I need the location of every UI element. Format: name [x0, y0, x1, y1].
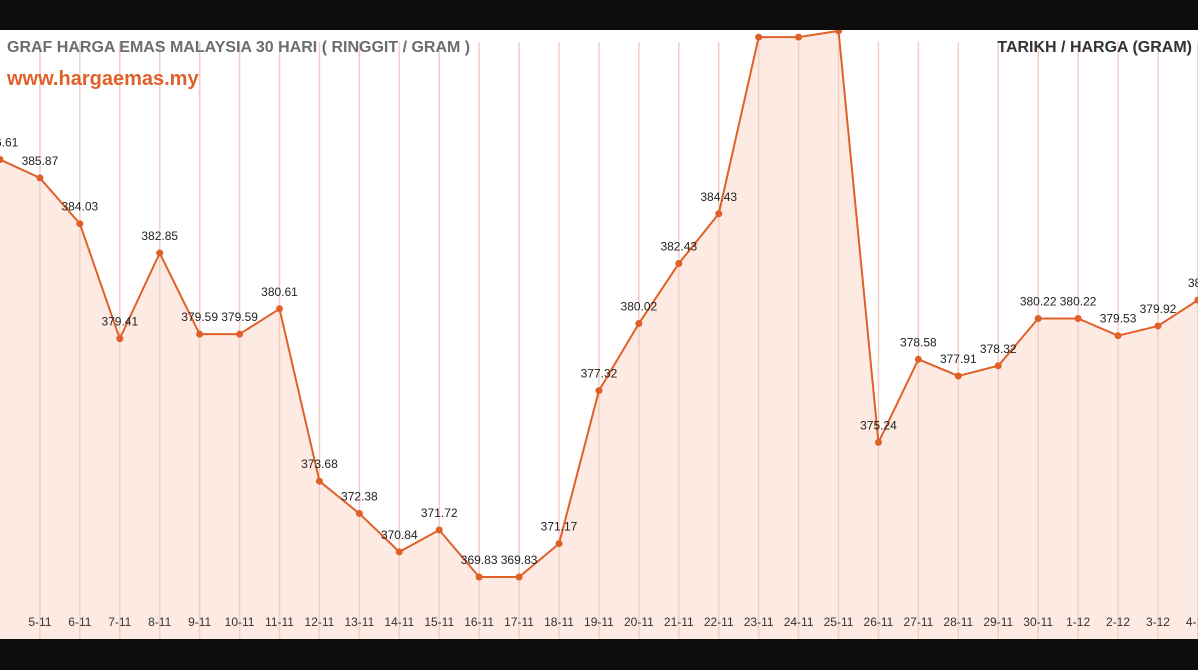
data-label: 380: [1188, 276, 1198, 290]
data-point: [595, 387, 603, 395]
x-tick-label: 2-12: [1106, 615, 1130, 629]
x-tick-label: 14-11: [384, 615, 414, 629]
data-label: 380.22: [1060, 294, 1097, 308]
x-tick-label: 3-12: [1146, 615, 1170, 629]
data-point: [755, 33, 763, 41]
x-tick-label: 8-11: [148, 615, 171, 629]
data-point: [276, 305, 284, 313]
data-label: 380.61: [261, 285, 298, 299]
data-point: [1194, 296, 1198, 304]
data-point: [954, 372, 962, 380]
data-label: 379.92: [1140, 302, 1177, 316]
data-point: [156, 249, 164, 257]
data-label: 369.83: [501, 553, 538, 567]
x-tick-label: 17-11: [504, 615, 534, 629]
data-point: [994, 362, 1002, 370]
data-point: [236, 330, 244, 338]
data-point: [795, 33, 803, 41]
data-label: 386.61: [0, 136, 19, 150]
x-tick-label: 7-11: [108, 615, 131, 629]
x-tick-label: 26-11: [864, 615, 894, 629]
x-tick-label: 20-11: [624, 615, 654, 629]
data-point: [635, 319, 643, 327]
data-point: [355, 510, 363, 518]
data-label: 378.58: [900, 335, 937, 349]
x-tick-label: 27-11: [903, 615, 933, 629]
x-tick-label: 10-11: [225, 615, 255, 629]
data-label: 370.84: [381, 528, 418, 542]
data-point: [1034, 314, 1042, 322]
x-tick-label: 23-11: [744, 615, 774, 629]
data-point: [395, 548, 403, 556]
site-link[interactable]: www.hargaemas.my: [7, 68, 199, 90]
data-point: [0, 156, 4, 164]
data-point: [914, 355, 922, 363]
x-tick-label: 25-11: [824, 615, 854, 629]
data-label: 375.24: [860, 418, 897, 432]
x-tick-label: 28-11: [943, 615, 973, 629]
x-tick-label: 18-11: [544, 615, 574, 629]
data-label: 379.59: [181, 310, 218, 324]
x-tick-label: 5-11: [28, 615, 51, 629]
x-tick-label: 9-11: [188, 615, 211, 629]
data-point: [475, 573, 483, 581]
data-point: [1114, 332, 1122, 340]
data-point: [675, 260, 683, 268]
x-tick-label: 16-11: [464, 615, 494, 629]
data-label: 378.32: [980, 342, 1017, 356]
data-point: [715, 210, 723, 218]
data-point: [874, 438, 882, 446]
data-point: [196, 330, 204, 338]
data-label: 372.38: [341, 490, 378, 504]
x-tick-label: 6-11: [68, 615, 91, 629]
data-label: 385.87: [22, 154, 59, 168]
x-tick-label: 21-11: [664, 615, 694, 629]
data-point: [36, 174, 44, 182]
x-tick-label: 29-11: [983, 615, 1013, 629]
legend-title: TARIKH / HARGA (GRAM): [997, 39, 1192, 56]
chart-title: GRAF HARGA EMAS MALAYSIA 30 HARI ( RINGG…: [7, 39, 471, 56]
area-fill: [0, 30, 1198, 639]
data-label: 377.32: [581, 367, 618, 381]
data-point: [116, 335, 124, 343]
x-tick-label: 22-11: [704, 615, 734, 629]
data-label: 380.22: [1020, 294, 1057, 308]
x-tick-label: 30-11: [1023, 615, 1053, 629]
x-tick-label: 1-12: [1066, 615, 1090, 629]
data-label: 369.83: [461, 553, 498, 567]
data-label: 384.03: [62, 200, 99, 214]
data-label: 377.91: [940, 352, 977, 366]
data-label: 382.85: [141, 229, 178, 243]
data-label: 382.43: [660, 240, 697, 254]
x-tick-label: 13-11: [344, 615, 374, 629]
data-point: [315, 477, 323, 485]
x-tick-label: 15-11: [424, 615, 454, 629]
data-point: [835, 30, 843, 35]
price-chart: 5-11 6-11 7-11 8-11 9-11 10-11 11-11 12-11 13-11…: [0, 30, 1198, 639]
data-label: 371.17: [541, 520, 578, 534]
data-label: 379.59: [221, 310, 258, 324]
x-tick-label: 11-11: [265, 615, 294, 629]
data-label: 371.72: [421, 506, 458, 520]
data-point: [435, 526, 443, 534]
data-label: 373.68: [301, 457, 338, 471]
data-label: 379.53: [1100, 312, 1137, 326]
data-label: 380.02: [621, 299, 658, 313]
data-label: 384.43: [700, 190, 737, 204]
x-tick-label: 4-12: [1186, 615, 1198, 629]
data-point: [555, 540, 563, 548]
data-point: [1074, 314, 1082, 322]
x-tick-label: 19-11: [584, 615, 614, 629]
data-point: [76, 220, 84, 228]
x-tick-label: 12-11: [305, 615, 335, 629]
data-point: [515, 573, 523, 581]
x-tick-label: 24-11: [784, 615, 814, 629]
data-point: [1154, 322, 1162, 330]
chart-area: 5-11 6-11 7-11 8-11 9-11 10-11 11-11 12-11 13-11…: [0, 30, 1198, 639]
data-label: 379.41: [101, 315, 138, 329]
